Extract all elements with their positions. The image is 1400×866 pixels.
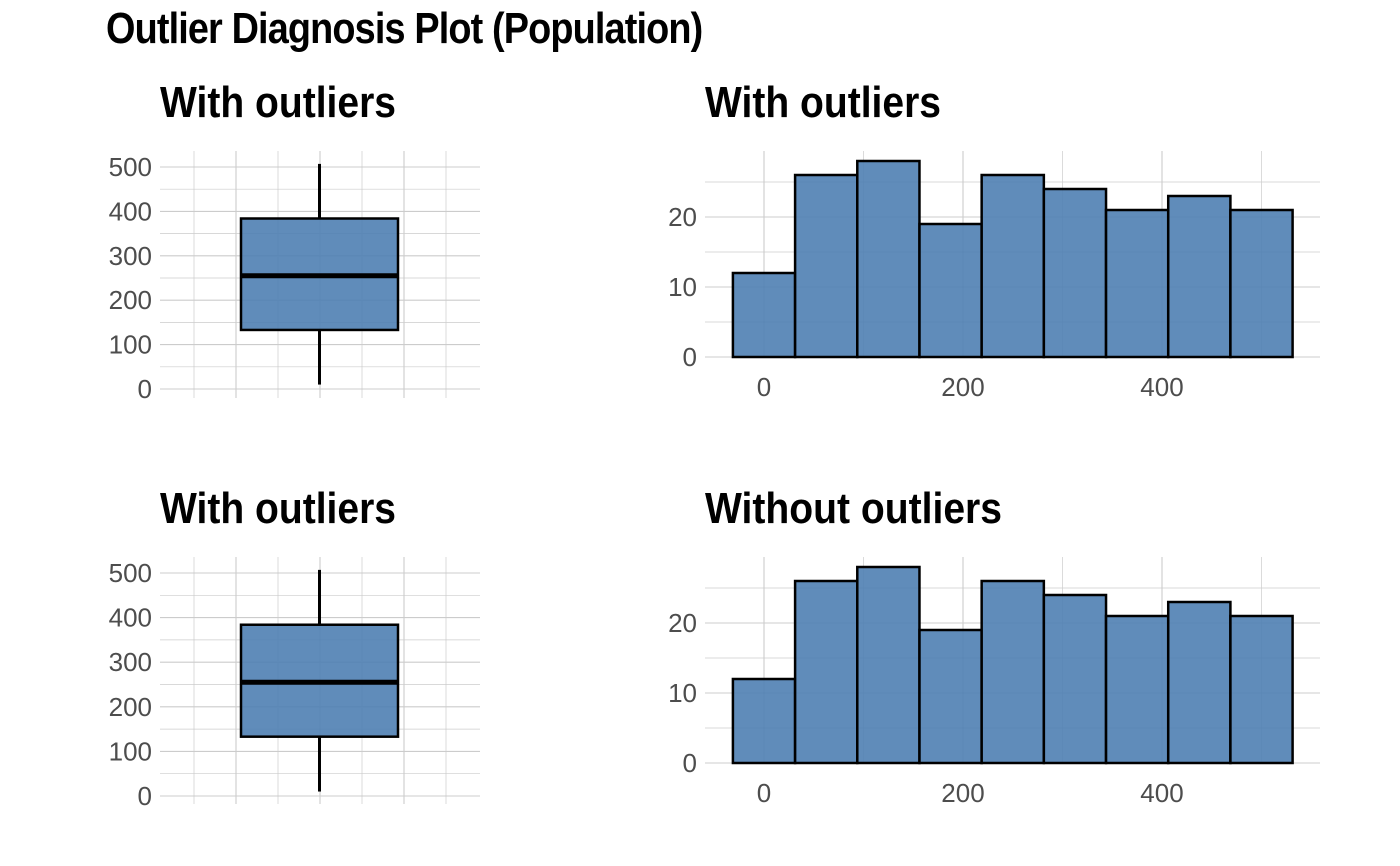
histogram-bar-3-5 [1042, 593, 1108, 765]
histogram-bar-1-0 [731, 271, 797, 359]
panel-title-1: With outliers [705, 78, 941, 127]
histogram-bar-1-7 [1166, 194, 1232, 359]
histogram-bar-1-5 [1042, 187, 1108, 359]
y-tick-label-1-1: 10 [668, 272, 697, 302]
y-tick-label-2-2: 200 [109, 692, 152, 722]
histogram-bar-3-8 [1229, 614, 1294, 765]
histogram-bar-3-1 [793, 579, 859, 765]
y-tick-label-0-3: 300 [109, 241, 152, 271]
y-tick-label-0-1: 100 [109, 330, 152, 360]
y-tick-label-0-2: 200 [109, 285, 152, 315]
histogram-bar-1-3 [918, 222, 983, 359]
histogram-bar-3-6 [1104, 614, 1170, 765]
y-tick-label-2-0: 0 [138, 781, 152, 811]
x-tick-label-1-1: 200 [941, 372, 984, 402]
y-tick-label-2-1: 100 [109, 736, 152, 766]
x-tick-label-1-2: 400 [1140, 372, 1183, 402]
y-tick-label-3-0: 0 [683, 748, 697, 778]
y-tick-label-2-3: 300 [109, 647, 152, 677]
panel-title-3: Without outliers [705, 484, 1002, 533]
y-tick-label-3-1: 10 [668, 678, 697, 708]
y-tick-label-1-2: 20 [668, 202, 697, 232]
x-tick-label-3-0: 0 [757, 778, 771, 808]
y-tick-label-2-4: 400 [109, 603, 152, 633]
y-tick-label-0-5: 500 [109, 152, 152, 182]
histogram-bar-3-7 [1166, 600, 1232, 765]
y-tick-label-3-2: 20 [668, 608, 697, 638]
main-title: Outlier Diagnosis Plot (Population) [106, 4, 703, 53]
x-tick-label-3-2: 400 [1140, 778, 1183, 808]
y-tick-label-2-5: 500 [109, 558, 152, 588]
y-tick-label-0-0: 0 [138, 374, 152, 404]
x-tick-label-3-1: 200 [941, 778, 984, 808]
histogram-bar-1-2 [856, 159, 921, 359]
panel-title-0: With outliers [160, 78, 396, 127]
histogram-bar-1-1 [793, 173, 859, 359]
histogram-bar-3-0 [731, 677, 797, 765]
panel-title-2: With outliers [160, 484, 396, 533]
x-tick-label-1-0: 0 [757, 372, 771, 402]
histogram-bar-1-4 [980, 173, 1046, 359]
histogram-bar-1-8 [1229, 208, 1294, 359]
y-tick-label-0-4: 400 [109, 196, 152, 226]
histogram-bar-1-6 [1104, 208, 1170, 359]
y-tick-label-1-0: 0 [683, 342, 697, 372]
histogram-bar-3-4 [980, 579, 1046, 765]
histogram-bar-3-3 [918, 628, 983, 765]
histogram-bar-3-2 [856, 565, 921, 765]
